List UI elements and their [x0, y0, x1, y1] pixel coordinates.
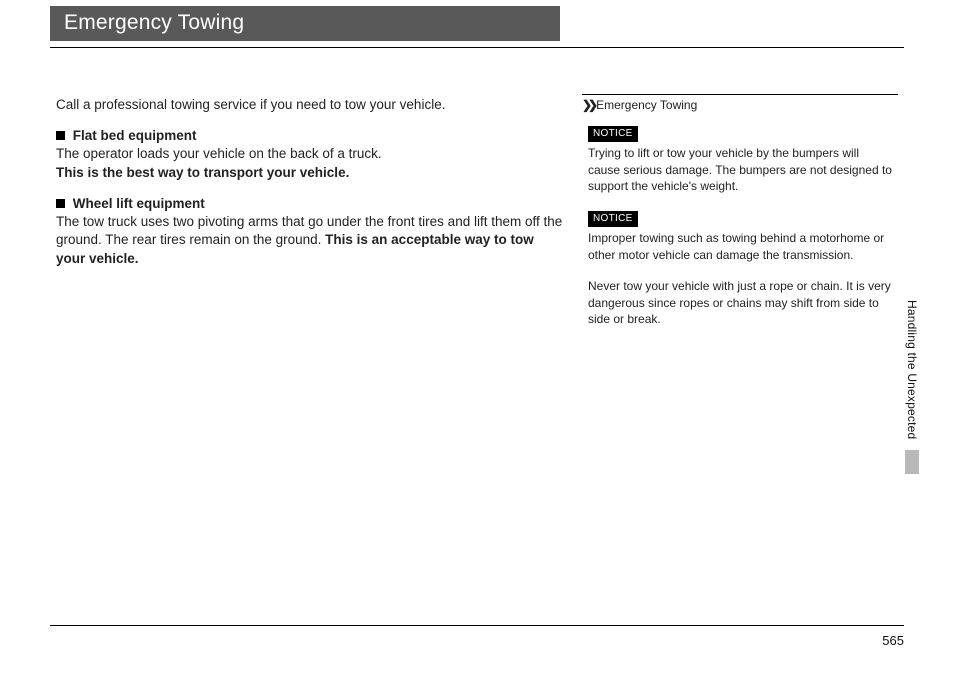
section1-heading: Flat bed equipment — [73, 128, 197, 143]
section2-heading: Wheel lift equipment — [73, 196, 205, 211]
page-number: 565 — [882, 633, 904, 648]
sidebar-title: Emergency Towing — [596, 97, 697, 114]
notice-label: NOTICE — [588, 126, 638, 142]
notice-block-1: NOTICE Trying to lift or tow your vehicl… — [588, 124, 892, 195]
notice1-text: Trying to lift or tow your vehicle by th… — [588, 145, 892, 195]
square-bullet-icon — [56, 131, 65, 140]
notice2-text: Improper towing such as towing behind a … — [588, 230, 892, 264]
section1-body: The operator loads your vehicle on the b… — [56, 146, 382, 161]
page-title: Emergency Towing — [50, 6, 560, 41]
sidebar: ❯❯ Emergency Towing NOTICE Trying to lif… — [582, 94, 898, 342]
section-wheellift: Wheel lift equipment The tow truck uses … — [56, 195, 566, 268]
section-flatbed: Flat bed equipment The operator loads yo… — [56, 127, 566, 182]
section-tab: Handling the Unexpected — [905, 300, 919, 479]
section-tab-block — [905, 450, 919, 474]
notice-label: NOTICE — [588, 211, 638, 227]
page-title-bar: Emergency Towing — [50, 6, 904, 42]
intro-text: Call a professional towing service if yo… — [56, 96, 566, 114]
section1-emphasis: This is the best way to transport your v… — [56, 165, 349, 180]
section-tab-text: Handling the Unexpected — [905, 300, 919, 439]
sidebar-title-row: ❯❯ Emergency Towing — [582, 95, 898, 120]
notice-block-2: NOTICE Improper towing such as towing be… — [588, 209, 892, 264]
square-bullet-icon — [56, 199, 65, 208]
chevron-icon: ❯❯ — [582, 99, 594, 111]
footer-rule — [50, 625, 904, 626]
title-rule — [50, 47, 904, 48]
main-content: Call a professional towing service if yo… — [56, 96, 566, 281]
sidebar-para3: Never tow your vehicle with just a rope … — [588, 278, 892, 328]
